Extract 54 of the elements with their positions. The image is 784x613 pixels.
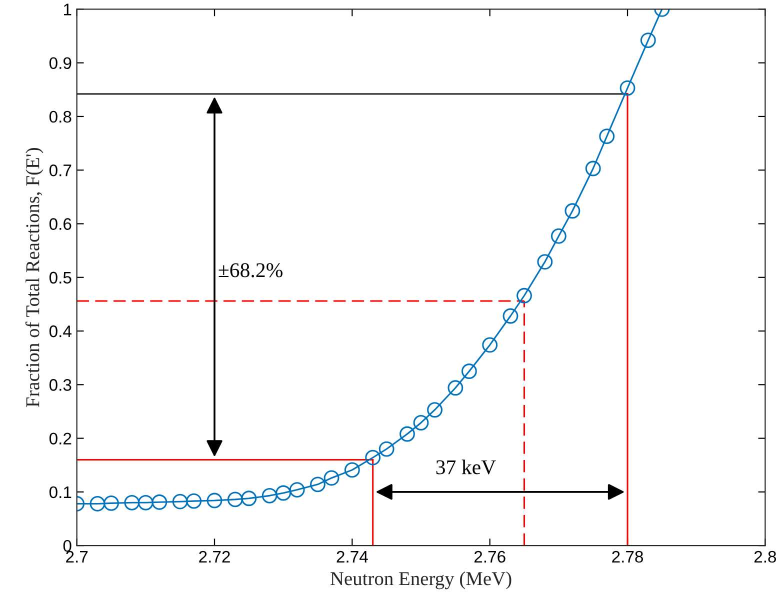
- point: [502, 308, 518, 324]
- point: [620, 80, 636, 96]
- y-tick-label: 0.5: [49, 272, 72, 284]
- y-axis-title: Fraction of Total Reactions, F(E'): [25, 148, 44, 408]
- point: [104, 495, 119, 511]
- y-tick-label: 0.6: [49, 218, 72, 230]
- point: [124, 494, 140, 510]
- point: [186, 493, 202, 509]
- point: [276, 485, 292, 501]
- y-tick-label: 1: [64, 4, 72, 16]
- point: [427, 402, 442, 418]
- point: [172, 494, 188, 510]
- point: [400, 426, 415, 442]
- point: [537, 254, 553, 270]
- point: [310, 476, 326, 492]
- point: [550, 228, 566, 244]
- point: [227, 492, 243, 508]
- y-tick-label: 0.3: [49, 379, 72, 391]
- annotation: 37 keV: [436, 460, 496, 474]
- point: [516, 288, 532, 304]
- x-tick-label: 2.72: [199, 550, 230, 563]
- y-tick-label: 0: [63, 540, 72, 552]
- y-tick-label: 0.4: [49, 325, 72, 338]
- point: [461, 364, 477, 379]
- point: [378, 441, 394, 457]
- point: [206, 492, 222, 508]
- point: [585, 160, 601, 176]
- x-tick-label: 2.78: [612, 550, 644, 563]
- x-tick-label: 2.74: [336, 550, 368, 563]
- x-tick-label: 2.8: [754, 550, 776, 563]
- point: [90, 496, 106, 512]
- point: [599, 128, 615, 144]
- y-tick-label: 0.1: [49, 486, 72, 498]
- y-tick-label: 0.9: [49, 57, 72, 70]
- y-tick-label: 0.2: [49, 432, 72, 444]
- x-tick-label: 2.7: [66, 550, 88, 563]
- point: [413, 415, 429, 430]
- point: [152, 494, 168, 510]
- point: [324, 470, 340, 486]
- y-tick-label: 0.8: [49, 110, 72, 123]
- point: [344, 462, 360, 478]
- y-tick-label: 0.7: [49, 164, 72, 176]
- point: [564, 203, 580, 219]
- point: [365, 450, 381, 466]
- x-axis-title: Neutron Energy (MeV): [330, 572, 512, 590]
- x-tick-label: 2.76: [474, 550, 506, 563]
- point: [640, 32, 656, 48]
- point: [482, 337, 498, 353]
- point: [138, 494, 154, 510]
- point: [241, 490, 257, 506]
- annotation: ±68.2%: [218, 263, 282, 278]
- point: [262, 488, 278, 504]
- point: [448, 380, 464, 396]
- point: [289, 482, 305, 498]
